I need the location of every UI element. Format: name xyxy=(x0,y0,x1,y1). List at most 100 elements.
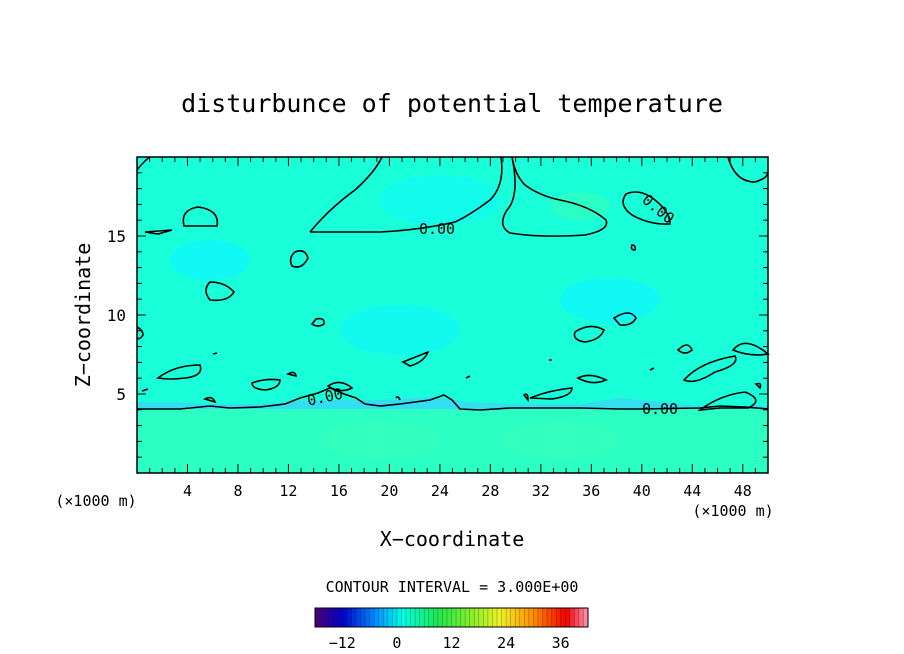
x-tick-label: 28 xyxy=(481,482,499,500)
y-tick-label: 15 xyxy=(107,227,126,246)
colorbar-cell xyxy=(406,608,411,627)
colorbar-cell xyxy=(342,608,348,627)
contour-top-right xyxy=(501,156,608,237)
fill-patch xyxy=(320,422,440,458)
contour-closed xyxy=(522,393,529,403)
colorbar-cell xyxy=(519,608,525,627)
colorbar-cell xyxy=(324,608,329,627)
contour-closed xyxy=(612,312,637,326)
contour-closed xyxy=(144,229,173,235)
colorbar-cell xyxy=(315,608,320,627)
contour-closed xyxy=(682,355,737,383)
contour-label: 0.00 xyxy=(419,220,455,238)
x-tick-label: 32 xyxy=(532,482,550,500)
x-tick-label: 8 xyxy=(233,482,242,500)
colorbar-cell xyxy=(333,608,339,627)
x-tick-label: 20 xyxy=(380,482,398,500)
contour-closed xyxy=(182,206,219,227)
colorbar-cell xyxy=(478,608,484,627)
x-tick-label: 16 xyxy=(330,482,348,500)
contour-closed xyxy=(285,371,297,378)
x-axis-label: X−coordinate xyxy=(380,527,525,551)
colorbar-cell xyxy=(351,608,357,627)
colorbar-cell xyxy=(510,608,516,627)
colorbar-cell xyxy=(551,608,557,627)
colorbar-cell xyxy=(537,608,543,627)
colorbar-tick-label: 36 xyxy=(552,634,570,652)
x-tick-label: 12 xyxy=(279,482,297,500)
colorbar-cell xyxy=(337,608,343,627)
colorbar-cell xyxy=(569,608,575,627)
colorbar-cell xyxy=(583,608,589,627)
colorbar-cell xyxy=(401,608,407,627)
plot-area: 0.00 0.00 0.00 0.00 4 8 12 16 20 24 28 32 36 40 44… xyxy=(107,156,770,500)
colorbar-tick-label: 24 xyxy=(497,634,515,652)
colorbar-cell xyxy=(346,608,352,627)
contour-closed xyxy=(529,387,573,400)
y-axis-label: Z−coordinate xyxy=(71,243,95,388)
x-axis-ticks: 4 8 12 16 20 24 28 32 36 40 44 48 xyxy=(149,157,756,500)
colorbar-cell xyxy=(369,608,375,627)
colorbar-cell xyxy=(497,608,502,627)
contour-closed xyxy=(205,281,235,302)
colorbar-cell xyxy=(560,608,566,627)
colorbar-cell xyxy=(396,608,402,627)
colorbar-cell xyxy=(428,608,434,627)
colorbar-cell xyxy=(392,608,398,627)
colorbar-cell xyxy=(410,608,416,627)
x-tick-label: 48 xyxy=(734,482,752,500)
contour-label: 0.00 xyxy=(642,400,678,418)
colorbar-cell xyxy=(556,608,561,627)
colorbar-cell xyxy=(483,608,489,627)
x-tick-label: 40 xyxy=(633,482,651,500)
colorbar-tick-label: 12 xyxy=(442,634,460,652)
fill-patch xyxy=(500,422,620,458)
colorbar-cell xyxy=(474,608,480,627)
colorbar-cell xyxy=(319,608,325,627)
y-tick-label: 5 xyxy=(116,385,126,404)
x-unit-right: (×1000 m) xyxy=(692,502,773,520)
colorbar-cell xyxy=(524,608,530,627)
contour-closed xyxy=(202,396,217,404)
y-tick-label: 10 xyxy=(107,306,126,325)
colorbar-cell xyxy=(528,608,534,627)
fill-patch xyxy=(560,278,660,322)
fill-patch xyxy=(380,175,500,225)
contour-closed xyxy=(401,350,430,367)
contour-closed xyxy=(395,396,401,401)
colorbar-cell xyxy=(469,608,475,627)
colorbar-cell xyxy=(565,608,571,627)
contour-closed xyxy=(326,381,354,392)
colorbar-cell xyxy=(374,608,379,627)
colorbar-cell xyxy=(456,608,461,627)
contour-closed xyxy=(754,382,762,390)
fill-patch xyxy=(340,305,460,355)
contour-closed xyxy=(465,375,471,379)
fill-lower-region xyxy=(137,409,768,473)
colorbar-cell xyxy=(365,608,370,627)
contour-closed xyxy=(212,352,218,355)
colorbar-tick-label: 0 xyxy=(392,634,401,652)
fill-patch xyxy=(170,240,250,280)
colorbar-cell xyxy=(442,608,448,627)
colorbar-cell xyxy=(378,608,384,627)
x-tick-label: 24 xyxy=(431,482,449,500)
colorbar-cell xyxy=(542,608,548,627)
colorbar-cell xyxy=(501,608,507,627)
contour-closed xyxy=(576,374,608,384)
contour-closed xyxy=(649,367,655,371)
colorbar-cell xyxy=(578,608,584,627)
contour-interval-text: CONTOUR INTERVAL = 3.000E+00 xyxy=(326,578,579,596)
chart-title: disturbunce of potential temperature xyxy=(181,89,723,118)
x-tick-label: 4 xyxy=(183,482,192,500)
colorbar-cell xyxy=(460,608,466,627)
contour-closed xyxy=(136,326,144,340)
contour-closed xyxy=(697,391,757,412)
contour-closed xyxy=(573,325,606,343)
contour-lines xyxy=(136,156,770,412)
colorbar-cell xyxy=(360,608,366,627)
colorbar-cell xyxy=(492,608,498,627)
contour-closed xyxy=(156,364,202,380)
y-axis-ticks: 5 10 15 xyxy=(107,172,768,458)
